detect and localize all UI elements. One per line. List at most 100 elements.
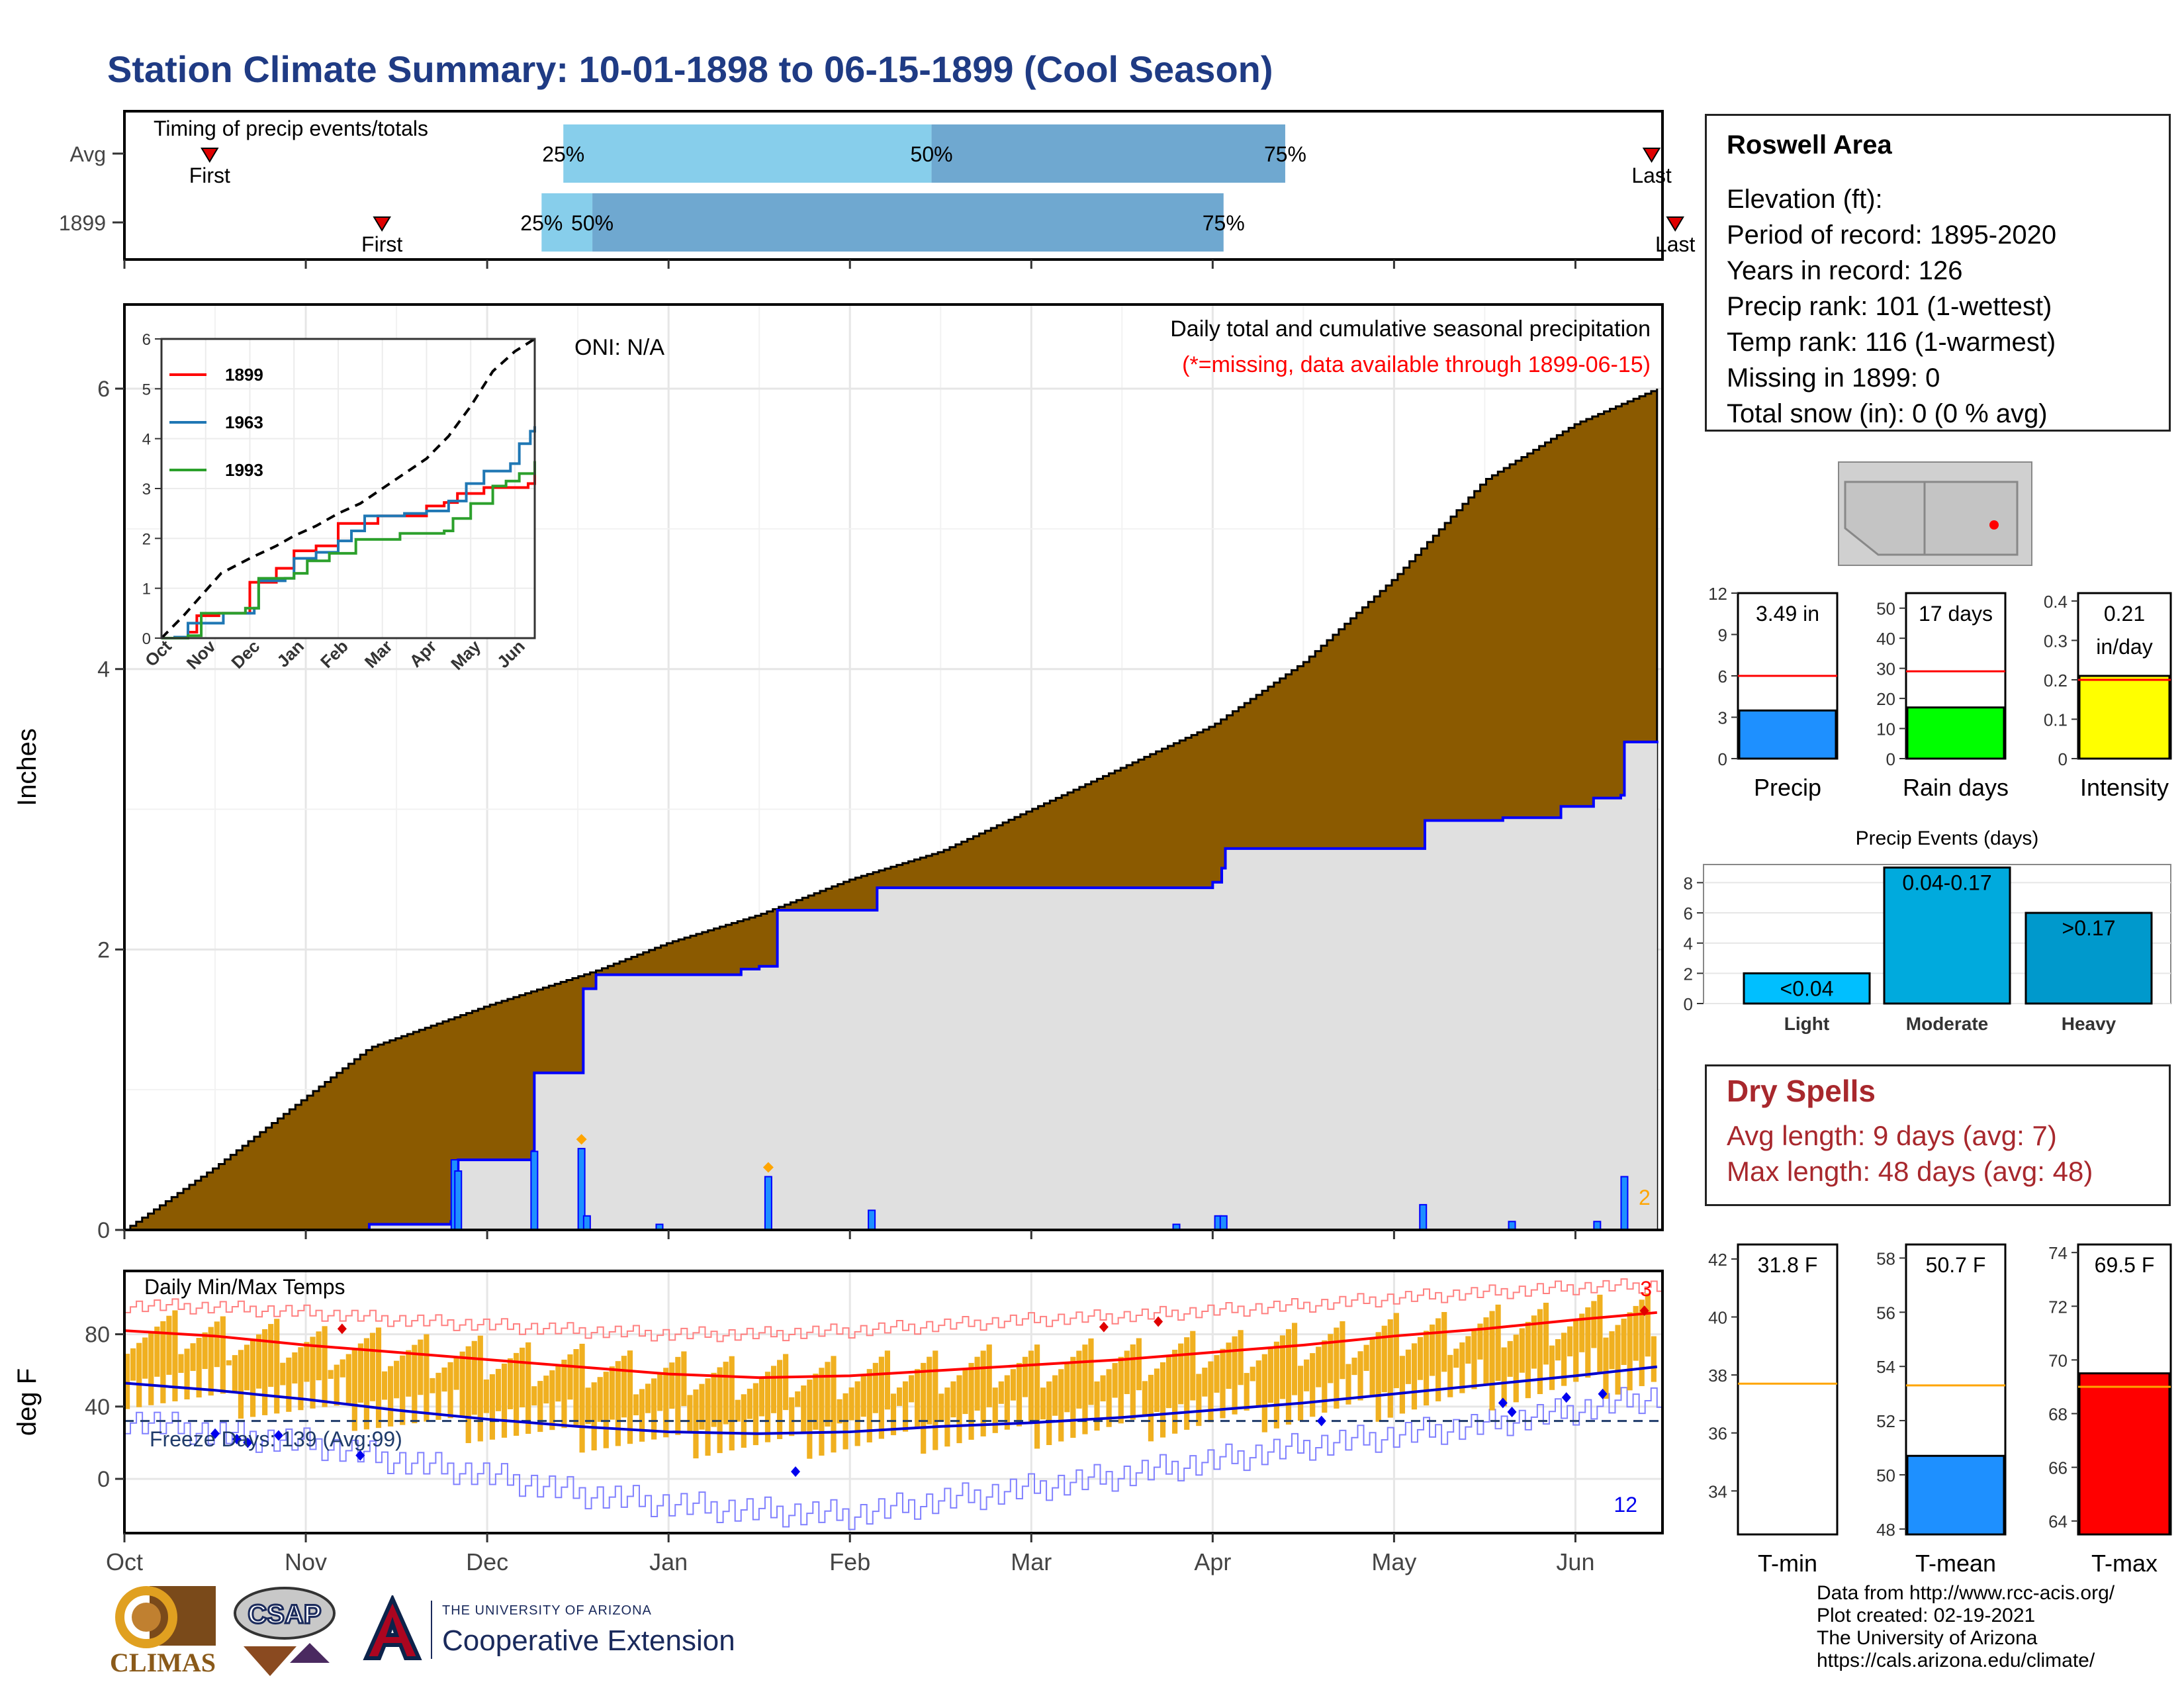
daily-temp-bar — [1094, 1381, 1100, 1431]
credits: Data from http://www.rcc-acis.org/ Plot … — [1817, 1582, 2115, 1672]
csap-label: CSAP — [248, 1600, 321, 1629]
daily-temp-bar — [872, 1362, 878, 1413]
daily-temp-bar — [758, 1378, 765, 1417]
daily-temp-bar — [723, 1362, 729, 1425]
daily-temp-bar — [208, 1327, 214, 1396]
daily-temp-bar — [1273, 1341, 1280, 1429]
daily-temp-bar — [1393, 1313, 1399, 1389]
x-tick-label: Jan — [649, 1548, 688, 1575]
record-min-point — [243, 1437, 253, 1448]
daily-temp-bar — [837, 1399, 842, 1424]
daily-temp-bar — [1340, 1321, 1345, 1380]
csap-logo: CSAP — [234, 1587, 336, 1676]
daily-temp-bar — [166, 1315, 172, 1375]
daily-temp-bar — [956, 1375, 962, 1444]
timing-last-marker — [1666, 216, 1684, 232]
timing-p25: 25% — [520, 211, 563, 235]
daily-temp-bar — [1016, 1362, 1023, 1427]
daily-precip-bar — [582, 1215, 591, 1231]
gauge-y-label: 6 — [1684, 904, 1693, 923]
intensity_gauge-category-label: Intensity — [2080, 774, 2169, 801]
daily-temp-bar — [388, 1366, 394, 1427]
daily-temp-bar — [1621, 1318, 1627, 1366]
daily-temp-bar — [184, 1348, 190, 1400]
x-tick-label: Mar — [1011, 1548, 1052, 1575]
x-tick-label: May — [1371, 1548, 1416, 1575]
daily-temp-bar — [603, 1372, 609, 1448]
station-info-line: Temp rank: 116 (1-warmest) — [1727, 328, 2056, 357]
timing-p25: 25% — [542, 142, 584, 166]
timing-row-label: Avg — [69, 142, 106, 166]
daily-temp-bar — [1441, 1312, 1447, 1372]
daily-temp-bar — [160, 1321, 166, 1403]
daily-temp-bar — [681, 1351, 687, 1407]
tmax_gauge-value-label: 69.5 F — [2095, 1253, 2155, 1277]
gauge-y-label: 64 — [2048, 1512, 2068, 1532]
avg-min-line — [124, 1365, 1658, 1435]
daily-temp-bar — [1357, 1351, 1363, 1401]
daily-temp-bar — [998, 1381, 1004, 1404]
daily-temp-bar — [238, 1350, 244, 1419]
daily-temp-bar — [1285, 1329, 1292, 1425]
gauge-y-label: 58 — [1876, 1248, 1895, 1268]
daily-temp-bar — [1483, 1317, 1489, 1385]
ua-line1: THE UNIVERSITY OF ARIZONA — [442, 1603, 652, 1618]
daily-temp-bar — [1202, 1368, 1208, 1397]
daily-temp-bar — [717, 1367, 723, 1454]
daily-temp-bar — [1052, 1375, 1058, 1416]
daily-temp-bar — [1250, 1366, 1255, 1382]
daily-temp-bar — [1244, 1373, 1250, 1411]
corner-top-label: 3 — [1640, 1277, 1652, 1301]
gauge-y-label: 9 — [1718, 626, 1727, 645]
ua-extension-logo: THE UNIVERSITY OF ARIZONA Cooperative Ex… — [359, 1593, 836, 1668]
record-min-point — [355, 1450, 365, 1461]
panel-annotation: Daily total and cumulative seasonal prec… — [1170, 316, 1651, 342]
station-info-line: Years in record: 126 — [1727, 256, 1963, 285]
dry-spells-title: Dry Spells — [1727, 1074, 1876, 1108]
precip-event-category: Heavy — [2062, 1013, 2116, 1034]
timing-bar-dark — [931, 124, 1285, 183]
gauge-y-label: 0 — [1886, 749, 1895, 769]
daily-temp-bar — [520, 1347, 525, 1407]
intensity_gauge-value-label: 0.21 — [2104, 602, 2145, 626]
daily-temp-bar — [322, 1326, 328, 1407]
x-tick-label: Dec — [466, 1548, 508, 1575]
daily-temp-bar — [1399, 1356, 1405, 1414]
y-tick-label: 40 — [85, 1395, 110, 1420]
daily-temp-bar — [1633, 1305, 1639, 1361]
daily-temp-bar — [226, 1360, 232, 1366]
daily-temp-bar — [770, 1366, 777, 1413]
daily-temp-bar — [1208, 1361, 1214, 1423]
precip_gauge-value-label: 3.49 in — [1756, 602, 1819, 626]
y-tick-label: 2 — [97, 937, 110, 962]
daily-precip-bar — [1620, 1176, 1629, 1231]
daily-temp-bar — [555, 1365, 561, 1402]
logo-strip: CLIMAS CSAP THE UNIVERSITY OF ARIZONA Co… — [105, 1581, 740, 1680]
map-state-nm — [1923, 481, 2019, 556]
daily-temp-bar — [430, 1378, 435, 1393]
daily-temp-bar — [1291, 1323, 1298, 1395]
rain_days_gauge-category-label: Rain days — [1903, 774, 2009, 801]
daily-temp-bar — [909, 1375, 915, 1403]
daily-precip-bar — [868, 1209, 876, 1231]
daily-temp-bar — [1279, 1335, 1286, 1399]
daily-temp-bar — [1375, 1332, 1381, 1422]
daily-temp-bar — [328, 1370, 334, 1379]
daily-temp-bar — [1028, 1350, 1034, 1423]
daily-temp-bar — [896, 1387, 903, 1406]
daily-temp-bar — [962, 1369, 968, 1415]
daily-temp-bar — [483, 1379, 489, 1413]
timing-first-marker — [201, 148, 219, 163]
tmean_gauge-category-label: T-mean — [1915, 1550, 1996, 1577]
daily-max-marker — [576, 1134, 587, 1145]
inset-y-label: 5 — [142, 381, 151, 399]
gauge-y-label: 0.2 — [2044, 671, 2068, 690]
daily-temp-bar — [262, 1329, 268, 1415]
corner-bottom-label: 12 — [1614, 1493, 1637, 1517]
daily-temp-bar — [1369, 1338, 1375, 1397]
timing-p50: 50% — [911, 142, 953, 166]
daily-temp-bar — [351, 1348, 357, 1431]
daily-temp-bar — [711, 1372, 717, 1427]
gauge-y-label: 74 — [2048, 1243, 2068, 1263]
daily-temp-bar — [986, 1344, 992, 1407]
